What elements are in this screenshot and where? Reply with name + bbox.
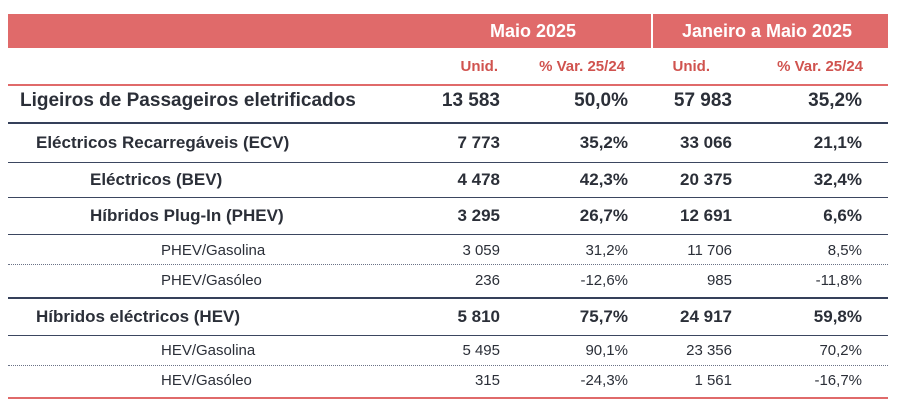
row-divider [8,234,888,235]
header-divider [651,14,653,48]
units-may: 3 295 [457,206,500,225]
units-ytd: 20 375 [680,170,732,189]
row-label: Híbridos Plug-In (PHEV) [90,206,284,225]
var-ytd: 8,5% [827,242,862,259]
units-may: 5 495 [462,342,500,359]
col-var-may: % Var. 25/24 [539,58,625,75]
row-label: Híbridos eléctricos (HEV) [36,307,241,326]
var-may: 35,2% [579,133,628,152]
units-may: 13 583 [441,90,500,111]
units-ytd: 11 706 [687,242,732,259]
col-units-may: Unid. [460,58,499,75]
row-divider [8,264,888,265]
var-ytd: 59,8% [813,307,862,326]
var-ytd: -11,8% [815,272,862,289]
row-label: PHEV/Gasolina [161,242,266,259]
row-label: Ligeiros de Passageiros eletrificados [20,90,356,111]
col-units-ytd: Unid. [672,58,711,75]
var-ytd: 32,4% [813,170,862,189]
units-ytd: 1 561 [694,372,732,389]
row-label: HEV/Gasolina [161,342,256,359]
var-may: 42,3% [579,170,628,189]
col-var-ytd: % Var. 25/24 [777,58,863,75]
row-label: Eléctricos Recarregáveis (ECV) [36,133,290,152]
var-ytd: 6,6% [823,206,862,225]
units-may: 315 [474,372,500,389]
units-may: 5 810 [457,307,500,326]
units-ytd: 57 983 [673,90,732,111]
row-divider [8,162,888,163]
var-ytd: -16,7% [814,372,862,389]
header-underline [8,84,888,86]
row-divider [8,335,888,336]
units-may: 236 [474,272,500,289]
var-ytd: 70,2% [819,342,862,359]
units-may: 4 478 [457,170,500,189]
table-bottom-border [8,397,888,399]
header-band [8,14,888,48]
period-may-header: Maio 2025 [489,21,577,41]
units-ytd: 33 066 [680,133,732,152]
row-divider [8,365,888,366]
var-may: 90,1% [585,342,628,359]
row-divider [8,197,888,198]
period-ytd-header: Janeiro a Maio 2025 [681,21,853,41]
var-ytd: 35,2% [808,90,862,111]
row-divider [8,297,888,299]
var-may: -24,3% [580,372,628,389]
var-may: 50,0% [574,90,628,111]
var-may: -12,6% [580,272,628,289]
var-may: 75,7% [579,307,628,326]
units-ytd: 12 691 [680,206,732,225]
units-ytd: 985 [706,272,732,289]
var-may: 31,2% [585,242,628,259]
units-may: 7 773 [457,133,500,152]
units-may: 3 059 [462,242,500,259]
units-ytd: 23 356 [686,342,732,359]
row-label: Eléctricos (BEV) [90,170,223,189]
var-may: 26,7% [579,206,628,225]
row-label: PHEV/Gasóleo [161,272,262,289]
row-divider [8,122,888,124]
row-label: HEV/Gasóleo [161,372,252,389]
var-ytd: 21,1% [813,133,862,152]
units-ytd: 24 917 [680,307,732,326]
